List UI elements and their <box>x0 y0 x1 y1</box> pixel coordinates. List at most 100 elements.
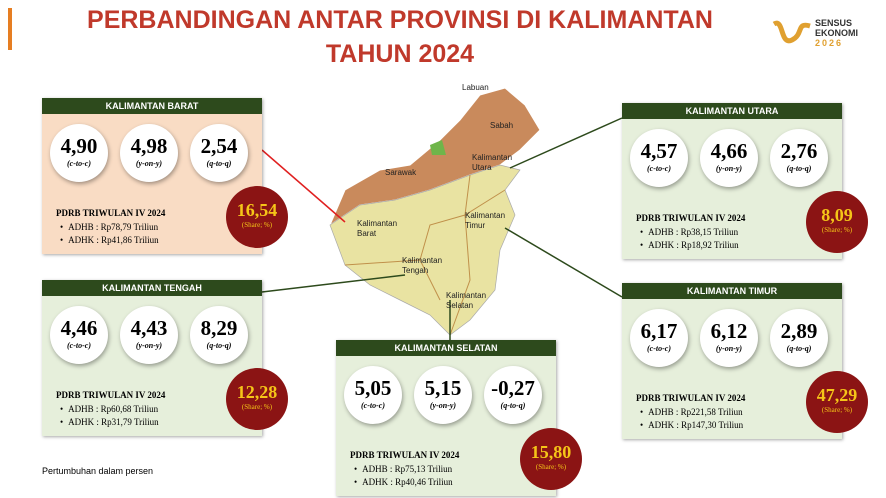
adhb: ADHB : Rp75,13 Triliun <box>354 464 452 474</box>
indicator-circle: 6,12 (y-on-y) <box>700 309 758 367</box>
connector <box>261 274 406 293</box>
share-circle: 16,54 (Share; %) <box>226 186 288 248</box>
title-line: PERBANDINGAN ANTAR PROVINSI DI KALIMANTA… <box>87 6 713 34</box>
indicator-label: (c-to-c) <box>647 344 671 353</box>
indicator-value: 4,57 <box>640 139 678 163</box>
footnote: Pertumbuhan dalam persen <box>42 466 154 476</box>
share-value: 16,54 <box>236 200 278 220</box>
indicator-circle: 8,29 (q-to-q) <box>190 306 248 364</box>
accent-bar <box>8 8 12 50</box>
logo: SENSUS EKONOMI 2026 <box>815 18 858 48</box>
adhb: ADHB : Rp221,58 Triliun <box>640 407 743 417</box>
indicator-value: 5,15 <box>424 376 462 400</box>
panel-title: KALIMANTAN TENGAH <box>42 280 262 296</box>
connector <box>261 149 346 223</box>
map-label: Sarawak <box>385 168 417 177</box>
indicator-circle: 4,46 (c-to-c) <box>50 306 108 364</box>
connector <box>504 227 623 298</box>
indicator-circle: 5,15 (y-on-y) <box>414 366 472 424</box>
adhb: ADHB : Rp38,15 Triliun <box>640 227 738 237</box>
indicator-circle: -0,27 (q-to-q) <box>484 366 542 424</box>
map-label: Labuan <box>462 83 489 92</box>
indicator-circle: 6,17 (c-to-c) <box>630 309 688 367</box>
share-label: (Share; %) <box>241 221 273 229</box>
map-region <box>329 164 521 336</box>
map-label: Utara <box>472 163 492 172</box>
logo-text: SENSUS <box>815 18 853 28</box>
panel: KALIMANTAN TENGAH 4,46 (c-to-c) 4,43 (y-on-y… <box>42 280 288 436</box>
share-value: 47,29 <box>816 385 858 405</box>
indicator-circle: 2,76 (q-to-q) <box>770 129 828 187</box>
indicator-label: (c-to-c) <box>361 401 385 410</box>
indicator-circle: 2,89 (q-to-q) <box>770 309 828 367</box>
indicator-label: (c-to-c) <box>67 341 91 350</box>
logo-icon <box>772 20 811 44</box>
adhk: ADHK : Rp18,92 Triliun <box>640 240 739 250</box>
indicator-value: 2,89 <box>780 319 818 343</box>
indicator-value: 4,43 <box>130 316 168 340</box>
indicator-value: 4,46 <box>60 316 98 340</box>
indicator-label: (q-to-q) <box>786 344 812 353</box>
indicator-value: 6,12 <box>710 319 748 343</box>
indicator-label: (q-to-q) <box>206 159 232 168</box>
map-label: Barat <box>357 229 377 238</box>
indicator-value: 2,54 <box>200 134 238 158</box>
panel: KALIMANTAN TIMUR 6,17 (c-to-c) 6,12 (y-on-y)… <box>622 283 868 439</box>
pdrb-title: PDRB TRIWULAN IV 2024 <box>56 208 166 218</box>
indicator-label: (c-to-c) <box>67 159 91 168</box>
pdrb-title: PDRB TRIWULAN IV 2024 <box>636 393 746 403</box>
share-circle: 15,80 (Share; %) <box>520 428 582 490</box>
map-label: Selatan <box>446 301 473 310</box>
pdrb-title: PDRB TRIWULAN IV 2024 <box>56 390 166 400</box>
map-label: Tengah <box>402 266 428 275</box>
share-circle: 8,09 (Share; %) <box>806 191 868 253</box>
indicator-circle: 4,90 (c-to-c) <box>50 124 108 182</box>
adhb: ADHB : Rp78,79 Triliun <box>60 222 158 232</box>
indicator-value: 2,76 <box>780 139 818 163</box>
panel: KALIMANTAN BARAT 4,90 (c-to-c) 4,98 (y-on-y)… <box>42 98 288 254</box>
panel: KALIMANTAN SELATAN 5,05 (c-to-c) 5,15 (y-on-… <box>336 340 582 496</box>
share-label: (Share; %) <box>821 226 853 234</box>
indicator-circle: 4,66 (y-on-y) <box>700 129 758 187</box>
logo-text: EKONOMI <box>815 28 859 38</box>
indicator-value: 4,90 <box>60 134 98 158</box>
indicator-label: (q-to-q) <box>500 401 526 410</box>
share-label: (Share; %) <box>241 403 273 411</box>
adhk: ADHK : Rp41,86 Triliun <box>60 235 159 245</box>
map-label: Kalimantan <box>357 219 397 228</box>
panel-title: KALIMANTAN BARAT <box>42 98 262 114</box>
adhk: ADHK : Rp31,79 Triliun <box>60 417 159 427</box>
share-label: (Share; %) <box>821 406 853 414</box>
indicator-label: (q-to-q) <box>206 341 232 350</box>
adhb: ADHB : Rp60,68 Triliun <box>60 404 158 414</box>
indicator-label: (y-on-y) <box>135 341 163 350</box>
indicator-value: 4,98 <box>130 134 168 158</box>
pdrb-title: PDRB TRIWULAN IV 2024 <box>636 213 746 223</box>
share-circle: 12,28 (Share; %) <box>226 368 288 430</box>
map-label: Sabah <box>490 121 513 130</box>
indicator-label: (y-on-y) <box>715 344 743 353</box>
panel: KALIMANTAN UTARA 4,57 (c-to-c) 4,66 (y-on-y)… <box>622 103 868 259</box>
map-region <box>430 140 446 155</box>
pdrb-title: PDRB TRIWULAN IV 2024 <box>350 450 460 460</box>
share-value: 12,28 <box>236 382 278 402</box>
map-label: Kalimantan <box>402 256 442 265</box>
share-label: (Share; %) <box>535 463 567 471</box>
indicator-circle: 4,98 (y-on-y) <box>120 124 178 182</box>
title-line: TAHUN 2024 <box>325 40 475 68</box>
panel-title: KALIMANTAN TIMUR <box>622 283 842 299</box>
indicator-circle: 2,54 (q-to-q) <box>190 124 248 182</box>
panel-title: KALIMANTAN SELATAN <box>336 340 556 356</box>
connector <box>509 117 623 169</box>
adhk: ADHK : Rp40,46 Triliun <box>354 477 453 487</box>
map-label: Timur <box>465 221 485 230</box>
indicator-circle: 4,43 (y-on-y) <box>120 306 178 364</box>
adhk: ADHK : Rp147,30 Triliun <box>640 420 743 430</box>
map-label: Kalimantan <box>472 153 512 162</box>
share-value: 15,80 <box>530 442 572 462</box>
share-value: 8,09 <box>821 205 853 225</box>
share-circle: 47,29 (Share; %) <box>806 371 868 433</box>
